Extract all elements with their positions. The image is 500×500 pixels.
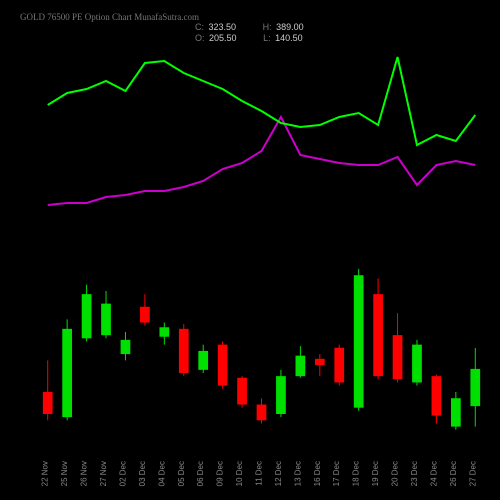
candle-body (451, 398, 461, 426)
candle-body (393, 335, 403, 379)
x-axis-label: 26 Dec (449, 461, 458, 486)
candle-body (334, 348, 344, 383)
x-axis-label: 10 Dec (235, 461, 244, 486)
candle-body (82, 294, 92, 338)
x-axis-label: 09 Dec (216, 461, 225, 486)
chart-plot: 22 Nov 25 Nov 26 Nov 27 Nov 02 Dec 03 Dec 04 D… (0, 0, 500, 500)
x-axis-label: 13 Dec (293, 461, 302, 486)
candle-body (432, 376, 442, 415)
candle-body (470, 369, 480, 406)
x-axis-label: 25 Nov (60, 461, 69, 486)
candle-body (43, 392, 53, 414)
candle-body (354, 275, 364, 407)
x-axis-label: 24 Dec (429, 461, 438, 486)
indicator-line-2 (48, 117, 476, 205)
x-axis-label: 26 Nov (80, 461, 89, 486)
candle-body (101, 304, 111, 336)
candle-body (198, 351, 208, 370)
x-axis-label: 22 Nov (41, 461, 50, 486)
x-axis-label: 19 Dec (371, 461, 380, 486)
candle-body (218, 345, 228, 386)
candle-body (179, 329, 189, 373)
indicator-line-1 (48, 57, 476, 145)
x-axis-label: 06 Dec (196, 461, 205, 486)
candle-body (159, 327, 169, 336)
x-axis-label: 12 Dec (274, 461, 283, 486)
candle-body (237, 378, 247, 405)
x-axis-label: 23 Dec (410, 461, 419, 486)
candle-body (276, 376, 286, 414)
candle-body (296, 356, 306, 377)
x-axis-label: 27 Nov (99, 461, 108, 486)
candle-body (62, 329, 72, 417)
x-axis-label: 04 Dec (157, 461, 166, 486)
chart-container: GOLD 76500 PE Option Chart MunafaSutra.c… (0, 0, 500, 500)
x-axis-label: 05 Dec (177, 461, 186, 486)
x-axis-label: 02 Dec (118, 461, 127, 486)
x-axis-label: 16 Dec (313, 461, 322, 486)
candle-body (257, 405, 267, 421)
candle-body (315, 359, 325, 365)
x-axis-label: 27 Dec (468, 461, 477, 486)
x-axis-label: 18 Dec (352, 461, 361, 486)
candle-body (121, 340, 131, 354)
x-axis-label: 20 Dec (391, 461, 400, 486)
candle-body (412, 345, 422, 383)
x-axis-label: 11 Dec (255, 461, 264, 486)
x-axis-label: 03 Dec (138, 461, 147, 486)
candle-body (140, 307, 150, 323)
candle-body (373, 294, 383, 376)
x-axis-label: 17 Dec (332, 461, 341, 486)
